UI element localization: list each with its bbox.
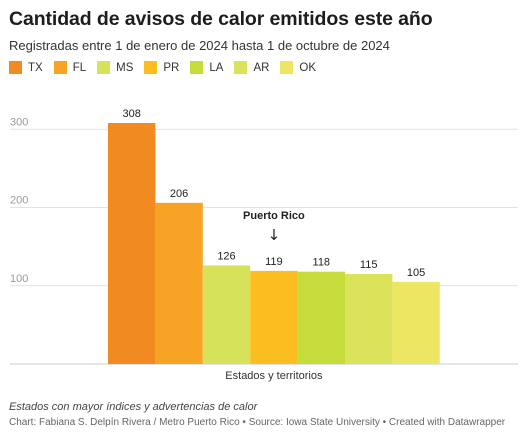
bar-tx <box>108 123 156 364</box>
legend-label: FL <box>72 61 87 74</box>
x-axis-title: Estados y territorios <box>225 370 323 382</box>
legend-swatch <box>144 61 158 74</box>
legend-item-ms: MS <box>97 61 133 74</box>
legend-item-pr: PR <box>144 61 179 74</box>
annotation-text: Puerto Rico <box>243 210 305 222</box>
legend-label: LA <box>209 61 224 74</box>
data-label: 119 <box>265 256 283 268</box>
legend-label: PR <box>163 61 180 74</box>
legend-item-ar: AR <box>234 61 269 74</box>
bar-pr <box>250 270 298 364</box>
data-label: 308 <box>123 108 141 120</box>
bar-fl <box>155 202 203 364</box>
legend-item-tx: TX <box>9 61 43 74</box>
chart-notes: Estados con mayor índices y advertencias… <box>9 401 258 413</box>
data-label: 206 <box>170 188 188 200</box>
legend-label: AR <box>253 61 270 74</box>
chart-legend: TX FL MS PR LA AR OK <box>9 61 327 74</box>
legend-swatch <box>280 61 294 74</box>
data-label: 105 <box>407 267 425 279</box>
legend-item-fl: FL <box>53 61 87 74</box>
y-tick-label: 200 <box>10 195 28 207</box>
data-label: 126 <box>217 250 235 262</box>
legend-item-ok: OK <box>280 61 316 74</box>
legend-label: MS <box>116 61 134 74</box>
bar-ms <box>202 265 251 364</box>
legend-label: OK <box>299 61 317 74</box>
legend-swatch <box>234 61 248 74</box>
chart-title: Cantidad de avisos de calor emitidos est… <box>9 8 433 30</box>
legend-label: TX <box>28 61 43 74</box>
legend-swatch <box>53 61 67 74</box>
legend-item-la: LA <box>190 61 223 74</box>
data-label: 115 <box>360 259 378 271</box>
bar-chart: 100 200 300 308 206 126 119 118 115 105 Puerto Ric… <box>10 108 518 382</box>
data-label: 118 <box>313 257 331 269</box>
bar-ar <box>345 274 393 364</box>
chart-subtitle: Registradas entre 1 de enero de 2024 has… <box>9 38 390 53</box>
chart-credit: Chart: Fabiana S. Delpín Rivera / Metro … <box>9 417 506 428</box>
bar-la <box>297 271 345 364</box>
y-tick-label: 100 <box>10 273 28 285</box>
bar-ok <box>392 281 440 364</box>
y-tick-label: 300 <box>10 116 28 128</box>
legend-swatch <box>190 61 204 74</box>
legend-swatch <box>97 61 111 74</box>
annotation-arrow: ↓ <box>268 226 281 244</box>
legend-swatch <box>9 61 22 74</box>
